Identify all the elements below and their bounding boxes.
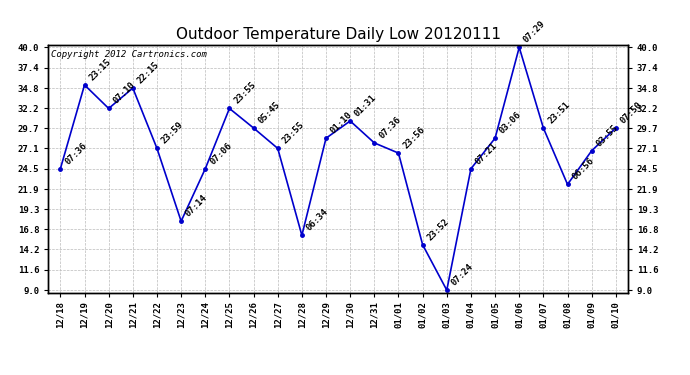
Text: 07:29: 07:29	[522, 19, 547, 45]
Text: 03:06: 03:06	[498, 110, 523, 135]
Text: 01:10: 01:10	[329, 110, 354, 135]
Text: 23:51: 23:51	[546, 100, 571, 125]
Text: 23:55: 23:55	[233, 80, 257, 106]
Text: 05:45: 05:45	[257, 100, 282, 125]
Text: 07:10: 07:10	[112, 80, 137, 106]
Text: 03:55: 03:55	[595, 123, 620, 148]
Text: 07:50: 07:50	[619, 100, 644, 125]
Text: 23:56: 23:56	[402, 125, 426, 150]
Text: 06:56: 06:56	[571, 156, 595, 182]
Text: 23:55: 23:55	[281, 120, 306, 146]
Text: Copyright 2012 Cartronics.com: Copyright 2012 Cartronics.com	[51, 50, 207, 59]
Text: 07:36: 07:36	[63, 141, 88, 166]
Text: 07:14: 07:14	[184, 193, 209, 219]
Text: 07:06: 07:06	[208, 141, 233, 166]
Text: 23:52: 23:52	[426, 217, 451, 242]
Text: 23:59: 23:59	[160, 120, 185, 146]
Text: 07:21: 07:21	[474, 141, 499, 166]
Text: 22:15: 22:15	[136, 60, 161, 85]
Title: Outdoor Temperature Daily Low 20120111: Outdoor Temperature Daily Low 20120111	[175, 27, 501, 42]
Text: 01:31: 01:31	[353, 93, 378, 118]
Text: 06:34: 06:34	[305, 207, 330, 232]
Text: 07:36: 07:36	[377, 115, 402, 140]
Text: 07:24: 07:24	[450, 262, 475, 287]
Text: 23:15: 23:15	[88, 57, 112, 82]
